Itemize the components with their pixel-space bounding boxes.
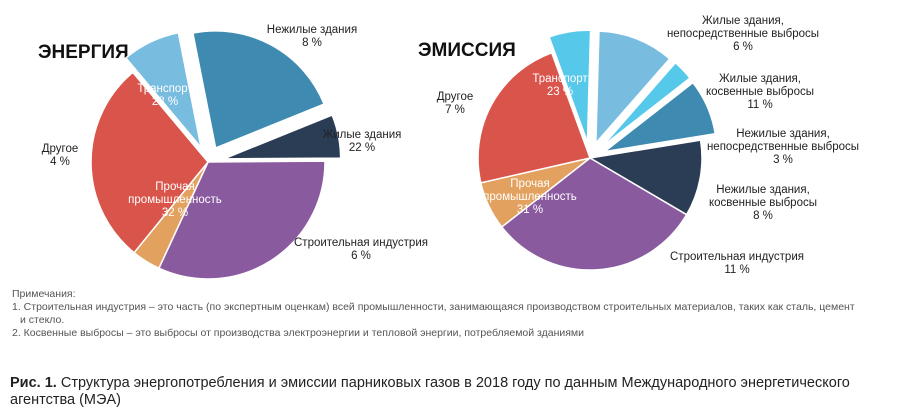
notes-heading: Примечания: (12, 288, 76, 300)
pie1-slice-4-label-line-1: 11 % (724, 264, 749, 276)
energy-chart-title: ЭНЕРГИЯ (38, 42, 129, 63)
pie0-slice-5-label: Транспорт 28 % (137, 83, 193, 108)
pie1-slice-2-label-line-2: 3 % (773, 154, 793, 166)
pie1-slice-1 (595, 30, 671, 146)
pie1-slice-5-label-line-1: промышленность (483, 191, 577, 203)
pie1-slice-6-label-line-1: 7 % (445, 104, 465, 116)
pie0-slice-5 (90, 71, 209, 254)
pie0-slice-2-label: Строительная индустрия 6 % (294, 237, 428, 262)
pie1-slice-1-label-line-2: 11 % (747, 99, 772, 111)
pie1-slice-4-label-line-0: Строительная индустрия (670, 251, 804, 263)
pie1-slice-6-label: Другое 7 % (437, 91, 474, 116)
emission-pie: Жилые здания, непосредственные выбросы 6 %… (437, 15, 859, 276)
pie0-slice-2-label-line-1: 6 % (351, 250, 371, 262)
pie1-slice-0-label-line-2: 6 % (733, 41, 753, 53)
pie1-slice-7-label-line-0: Транспорт (532, 73, 588, 85)
pie0-slice-1 (192, 30, 326, 149)
pie0-slice-2-label-line-0: Строительная индустрия (294, 237, 428, 249)
pie0-slice-3 (157, 160, 326, 280)
pie0-slice-3-label-line-2: 32 % (162, 207, 188, 219)
pie1-slice-2 (601, 61, 691, 148)
pie1-slice-0 (548, 29, 592, 143)
figure-caption: Рис. 1. Структура энергопотребления и эм… (10, 375, 890, 409)
pie1-slice-2-label-line-1: непосредственные выбросы (707, 141, 859, 153)
pie0-slice-3-label: Прочая промышленность 32 % (128, 181, 222, 219)
pie0-slice-3-label-line-1: промышленность (128, 194, 222, 206)
pie1-slice-4-label: Строительная индустрия 11 % (670, 251, 804, 276)
pie1-slice-5-label-line-0: Прочая (510, 178, 549, 190)
pie1-slice-7-label: Транспорт 23 % (532, 73, 588, 98)
pie1-slice-0-label-line-1: непосредственные выбросы (667, 28, 819, 40)
pie0-slice-5-label-line-1: 28 % (152, 96, 178, 108)
pie0-slice-2 (223, 114, 342, 160)
pie0-slice-0 (124, 31, 202, 149)
pie1-slice-0-label: Жилые здания, непосредственные выбросы 6 % (667, 15, 819, 53)
pie0-slice-0-label-line-1: 8 % (302, 37, 322, 49)
pie1-slice-5-label: Прочая промышленность 31 % (483, 178, 577, 216)
pie1-slice-5 (500, 157, 688, 271)
pie1-slice-1-label-line-1: косвенные выбросы (706, 86, 814, 98)
pie1-slice-3 (604, 81, 717, 153)
energy-pie: Нежилые здания 8 % Жилые здания 22 % Строите… (42, 24, 428, 280)
pie1-slice-4 (587, 139, 703, 216)
pie1-slice-2-label-line-0: Нежилые здания, (736, 128, 830, 140)
pie0-slice-0-label-line-0: Нежилые здания (267, 24, 357, 36)
pie0-slice-3-label-line-0: Прочая (155, 181, 194, 193)
charts-area: ЭНЕРГИЯ ЭМИССИЯ Нежилые здания 8 %Жилые з… (38, 15, 859, 280)
pie1-slice-1-label: Жилые здания, косвенные выбросы 11 % (706, 73, 814, 111)
pie0-slice-4-label-line-0: Другое (42, 143, 79, 155)
pie1-slice-3-label-line-2: 8 % (753, 210, 773, 222)
pie1-slice-2-label: Нежилые здания, непосредственные выбросы 3… (707, 128, 859, 166)
pie0-slice-5-label-line-0: Транспорт (137, 83, 193, 95)
pie1-slice-0-label-line-0: Жилые здания, (702, 15, 784, 27)
pie1-slice-5-label-line-2: 31 % (517, 204, 543, 216)
pie0-slice-1-label-line-1: 22 % (349, 142, 375, 154)
pie0-slice-1-label: Жилые здания 22 % (323, 129, 402, 154)
pie1-slice-7-label-line-1: 23 % (547, 86, 573, 98)
pie1-slice-3-label-line-1: косвенные выбросы (709, 197, 817, 209)
pie1-slice-1-label-line-0: Жилые здания, (719, 73, 801, 85)
pie0-slice-1-label-line-0: Жилые здания (323, 129, 402, 141)
notes: Примечания: 1. Строительная индустрия – … (12, 288, 892, 340)
note-2: 2. Косвенные выбросы – это выбросы от пр… (12, 327, 585, 339)
pie1-slice-3-label-line-0: Нежилые здания, (716, 184, 810, 196)
pie0-slice-0-label: Нежилые здания 8 % (267, 24, 357, 49)
pie0-slice-4-label: Другое 4 % (42, 143, 79, 168)
pie1-slice-7 (477, 51, 591, 184)
pie0-slice-4-label-line-1: 4 % (50, 156, 70, 168)
pie1-slice-3-label: Нежилые здания, косвенные выбросы 8 % (709, 184, 817, 222)
note-1: 1. Строительная индустрия – это часть (п… (12, 301, 855, 313)
caption-prefix: Рис. 1. (10, 375, 57, 391)
caption-text: Структура энергопотребления и эмиссии па… (10, 375, 850, 408)
emission-chart-title: ЭМИССИЯ (418, 40, 516, 61)
note-1-continuation: и стекло. (20, 314, 65, 326)
pie1-slice-6-label-line-0: Другое (437, 91, 474, 103)
